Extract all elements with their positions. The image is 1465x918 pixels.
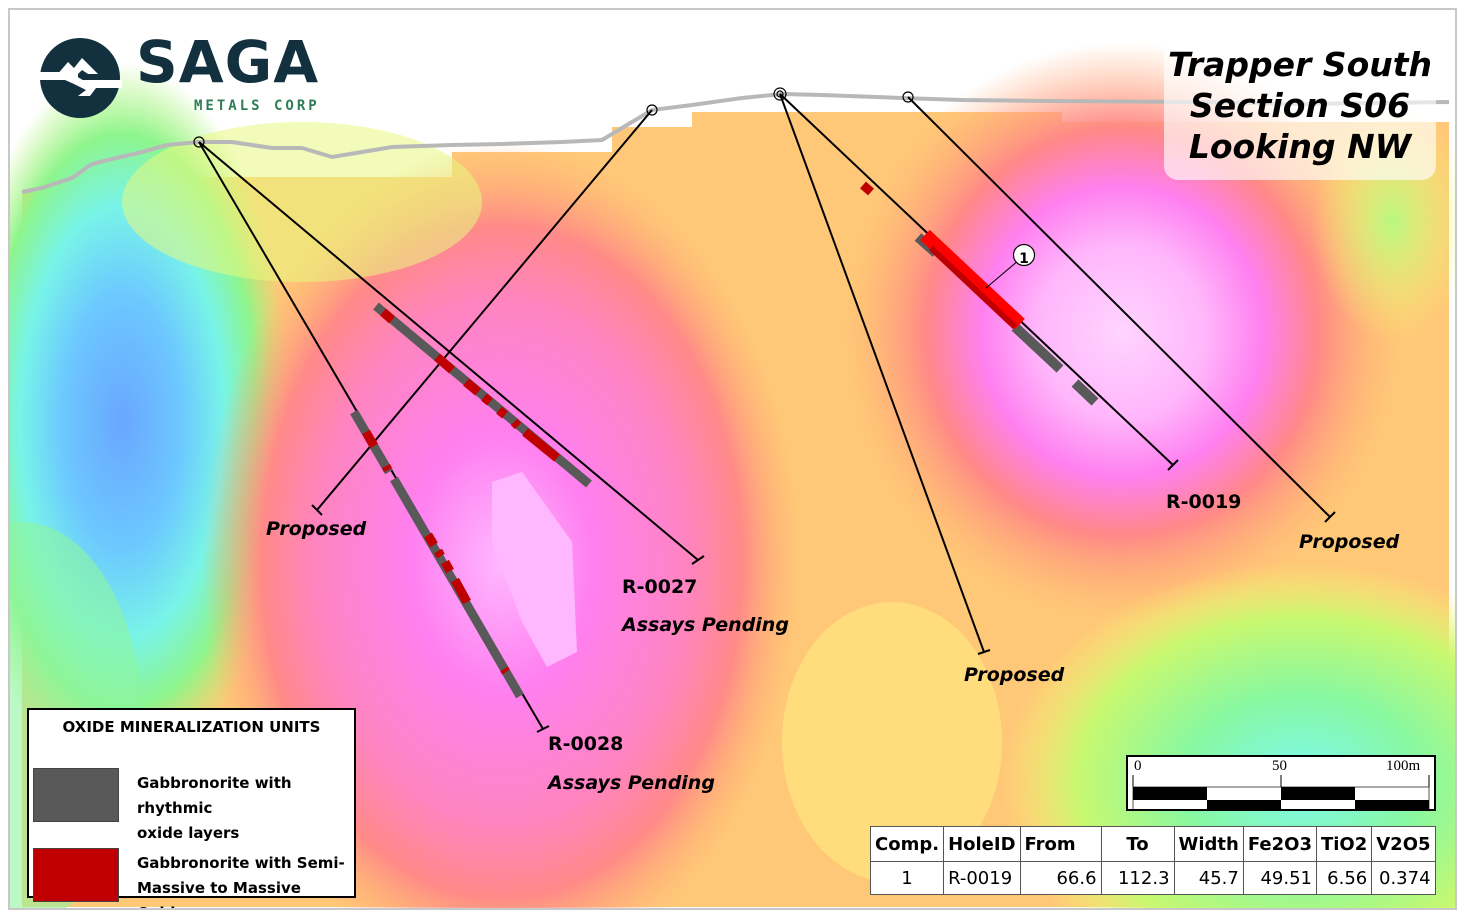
cell-comp: 1 bbox=[869, 861, 945, 895]
cell-width: 45.7 bbox=[1173, 861, 1244, 895]
label-r0019: R-0019 bbox=[1166, 491, 1242, 513]
label-proposed-left: Proposed bbox=[266, 518, 367, 540]
legend-item-oxide-layers: Gabbronorite with rhythmic oxide layers bbox=[137, 771, 354, 846]
collar-markers bbox=[193, 87, 914, 148]
legend-item-line: Massive to Massive Oxides bbox=[137, 879, 301, 908]
title-line-3: Looking NW bbox=[1188, 127, 1412, 166]
composite-marker bbox=[1012, 243, 1036, 267]
logo-wordmark: SAGA bbox=[136, 28, 320, 96]
intervals-r0028 bbox=[350, 409, 524, 699]
label-r0027-status: Assays Pending bbox=[622, 614, 789, 636]
legend-swatch-oxide-layers bbox=[33, 768, 119, 822]
cell-tio2: 6.56 bbox=[1315, 861, 1373, 895]
callout-leader bbox=[985, 259, 1020, 289]
col-tio2: TiO2 bbox=[1315, 826, 1373, 862]
col-holeid: HoleID bbox=[943, 826, 1021, 862]
cell-from: 66.6 bbox=[1019, 861, 1102, 895]
label-proposed-mid: Proposed bbox=[964, 664, 1065, 686]
label-r0028: R-0028 bbox=[548, 733, 624, 755]
composite-table: Comp. HoleID From To Width Fe2O3 TiO2 V2… bbox=[869, 826, 1436, 895]
cell-v2o5: 0.374 bbox=[1371, 861, 1436, 895]
cell-to: 112.3 bbox=[1100, 861, 1175, 895]
logo-subtitle: METALS CORP bbox=[194, 98, 320, 114]
legend-item-line: oxide layers bbox=[137, 824, 240, 842]
scale-bar-graphic bbox=[1132, 775, 1430, 809]
title-line-2: Section S06 bbox=[1189, 86, 1411, 125]
label-proposed-right: Proposed bbox=[1299, 531, 1400, 553]
intervals-r0027 bbox=[373, 302, 592, 488]
cell-fe2o3: 49.51 bbox=[1242, 861, 1317, 895]
saga-logo: SAGA METALS CORP bbox=[38, 28, 338, 124]
title-line-1: Trapper South bbox=[1167, 45, 1433, 84]
label-r0027: R-0027 bbox=[622, 576, 698, 598]
label-r0028-status: Assays Pending bbox=[548, 772, 715, 794]
col-v2o5: V2O5 bbox=[1371, 826, 1436, 862]
composite-marker-label: 1 bbox=[1019, 251, 1029, 267]
section-title: Trapper South Section S06 Looking NW bbox=[1164, 34, 1436, 180]
legend-title: OXIDE MINERALIZATION UNITS bbox=[62, 718, 321, 736]
legend-item-line: Gabbronorite with rhythmic bbox=[137, 774, 292, 817]
legend-item-line: Gabbronorite with Semi- bbox=[137, 854, 345, 872]
scale-tick-0: 0 bbox=[1134, 758, 1142, 774]
intervals-r0019 bbox=[860, 181, 1099, 406]
cell-holeid: R-0019 bbox=[943, 861, 1021, 895]
col-comp: Comp. bbox=[869, 826, 945, 862]
scale-tick-50: 50 bbox=[1272, 758, 1287, 774]
col-to: To bbox=[1100, 826, 1175, 862]
scale-tick-100: 100m bbox=[1386, 758, 1421, 774]
table-row: 1 R-0019 66.6 112.3 45.7 49.51 6.56 0.37… bbox=[869, 861, 1436, 895]
table-header-row: Comp. HoleID From To Width Fe2O3 TiO2 V2… bbox=[869, 826, 1436, 862]
legend: OXIDE MINERALIZATION UNITS Gabbronorite … bbox=[27, 708, 356, 908]
section-figure: 1 SAGA METALS CORP Trapper South Section… bbox=[8, 8, 1457, 910]
col-from: From bbox=[1019, 826, 1102, 862]
legend-item-massive-oxides: Gabbronorite with Semi- Massive to Massi… bbox=[137, 851, 354, 908]
col-width: Width bbox=[1173, 826, 1244, 862]
scale-bar: 0 50 100m bbox=[1126, 755, 1436, 811]
topography-line bbox=[21, 91, 1450, 194]
saga-mountain-s-icon bbox=[38, 38, 122, 118]
legend-swatch-massive-oxides bbox=[33, 848, 119, 902]
col-fe2o3: Fe2O3 bbox=[1242, 826, 1317, 862]
